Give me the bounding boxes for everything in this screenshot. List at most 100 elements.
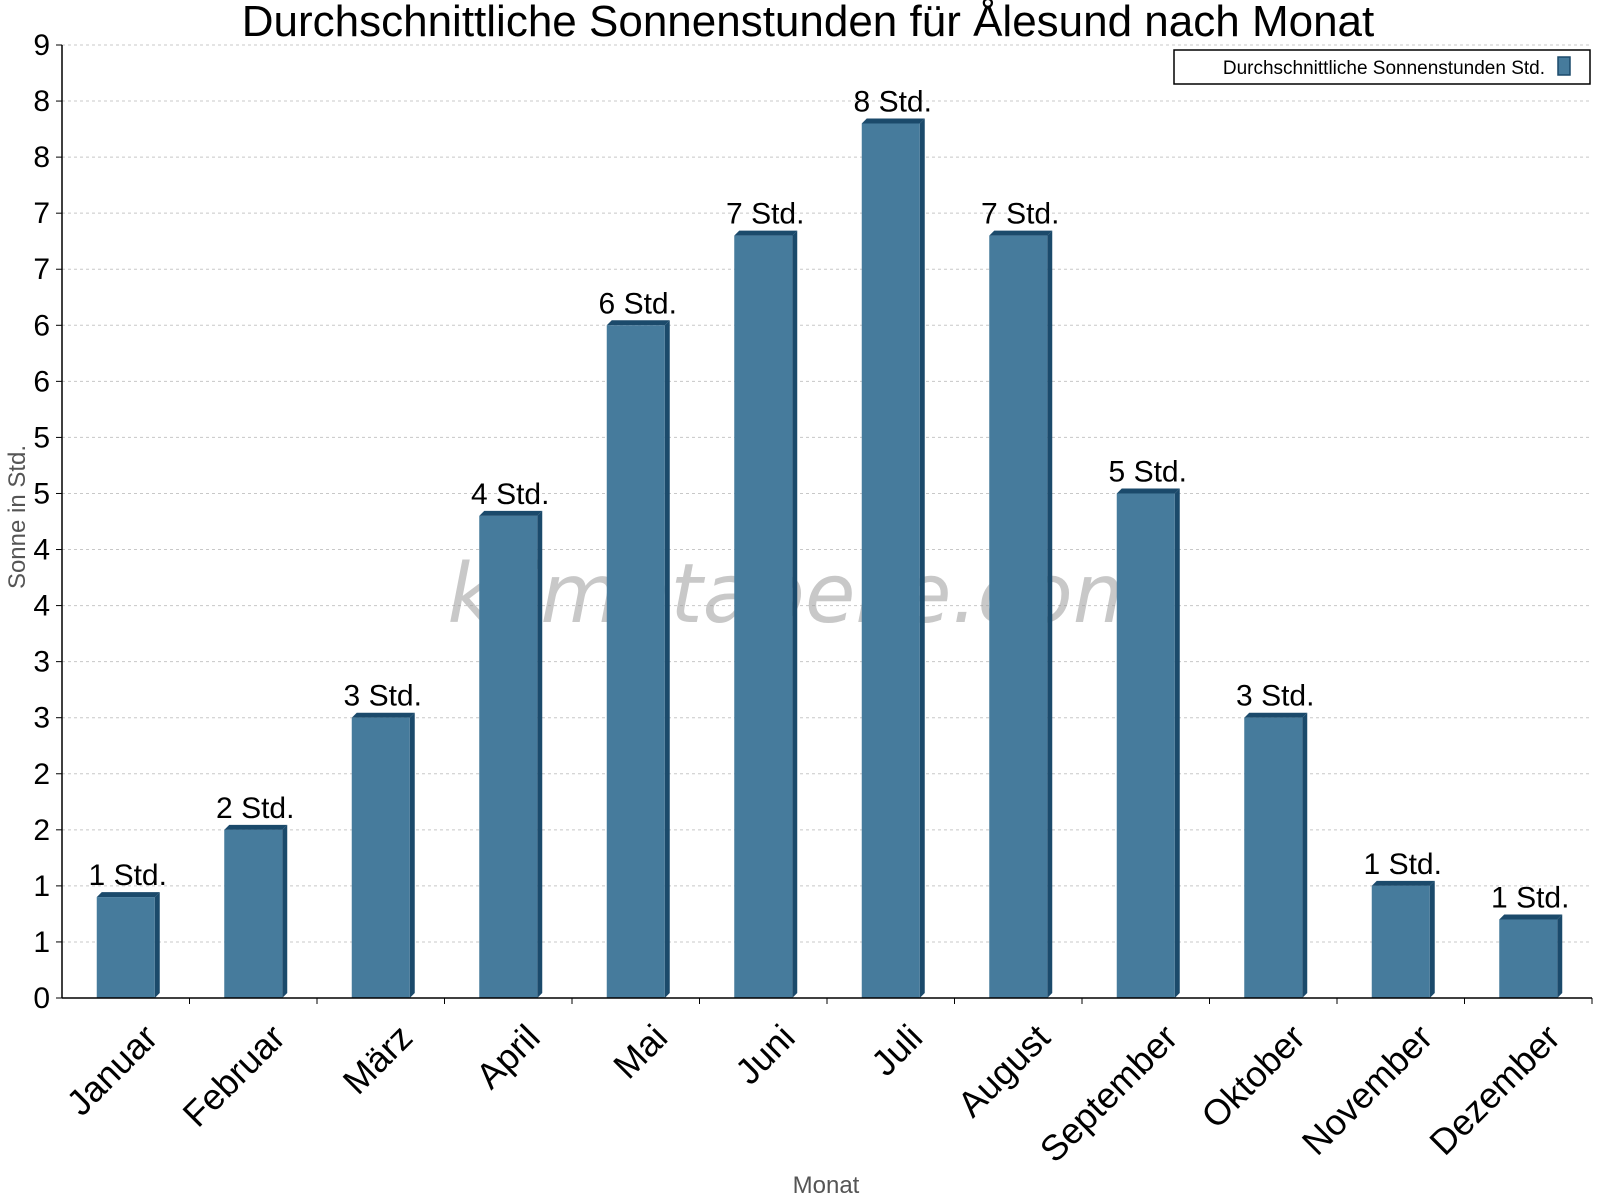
legend: Durchschnittliche Sonnenstunden Std. bbox=[1173, 49, 1591, 85]
y-tick-label: 6 bbox=[33, 365, 50, 398]
bar-side bbox=[409, 712, 415, 998]
y-tick-label: 6 bbox=[33, 309, 50, 342]
x-tick-label: August bbox=[949, 1016, 1057, 1124]
y-tick-label: 8 bbox=[33, 141, 50, 174]
x-axis-title: Monat bbox=[793, 1172, 860, 1199]
bar-side bbox=[537, 510, 543, 998]
bar-top bbox=[1244, 712, 1308, 718]
bar-side bbox=[919, 118, 925, 998]
bar-april bbox=[479, 510, 543, 998]
data-label: 1 Std. bbox=[1364, 848, 1442, 881]
bar bbox=[1371, 885, 1430, 998]
y-tick-label: 1 bbox=[33, 926, 50, 959]
bar bbox=[351, 717, 410, 998]
bar-top bbox=[224, 824, 288, 830]
bar-side bbox=[154, 892, 160, 998]
bar-top bbox=[1499, 914, 1563, 920]
y-tick-label: 1 bbox=[33, 870, 50, 903]
bar-august bbox=[989, 230, 1053, 999]
bar-top bbox=[1116, 488, 1180, 494]
bar bbox=[1244, 717, 1303, 998]
bar bbox=[96, 897, 155, 998]
y-tick-label: 3 bbox=[33, 702, 50, 735]
bar-november bbox=[1371, 880, 1435, 998]
bar-top bbox=[96, 892, 160, 898]
bar bbox=[479, 515, 538, 998]
bar bbox=[1499, 919, 1558, 998]
bar-oktober bbox=[1244, 712, 1308, 998]
chart-title: Durchschnittliche Sonnenstunden für Åles… bbox=[242, 0, 1374, 46]
bar-dezember bbox=[1499, 914, 1563, 998]
data-label: 4 Std. bbox=[471, 478, 549, 511]
bar-side bbox=[792, 230, 798, 999]
bar bbox=[861, 123, 920, 998]
y-tick-label: 2 bbox=[33, 814, 50, 847]
y-tick-label: 0 bbox=[33, 982, 50, 1015]
bar-top bbox=[351, 712, 415, 718]
x-tick-label: Juni bbox=[727, 1016, 803, 1092]
x-tick-labels: Januar Februar März April Mai Juni Juli AugustS… bbox=[58, 1016, 1567, 1170]
x-tick-label: Dezember bbox=[1421, 1016, 1567, 1162]
x-tick-label: Mai bbox=[605, 1016, 675, 1086]
y-tick-labels: 0 1 1 2 2 3 3 4 4 5 5 6 6 7 7 8 8 9 bbox=[33, 29, 50, 1015]
bar-top bbox=[479, 510, 543, 516]
bar-juni bbox=[734, 230, 798, 999]
bars bbox=[96, 118, 1563, 999]
data-label: 5 Std. bbox=[1109, 455, 1187, 488]
legend-swatch bbox=[1557, 56, 1571, 76]
x-tick-label: Februar bbox=[175, 1016, 293, 1134]
bar-januar bbox=[96, 892, 160, 998]
data-label: 8 Std. bbox=[854, 85, 932, 118]
y-tick-label: 7 bbox=[33, 197, 50, 230]
bar-side bbox=[1302, 712, 1308, 998]
data-label: 6 Std. bbox=[599, 287, 677, 320]
y-tick-label: 7 bbox=[33, 253, 50, 286]
y-tick-label: 9 bbox=[33, 29, 50, 62]
x-tick-label: November bbox=[1294, 1016, 1440, 1162]
bar-mai bbox=[606, 320, 670, 998]
data-label: 2 Std. bbox=[216, 792, 294, 825]
bar-side bbox=[282, 824, 288, 998]
x-tick-label: Januar bbox=[58, 1016, 165, 1123]
bar bbox=[1116, 493, 1175, 998]
x-tick-label: September bbox=[1032, 1016, 1186, 1170]
bar-mrz bbox=[351, 712, 415, 998]
bar bbox=[734, 235, 793, 999]
data-label: 3 Std. bbox=[344, 680, 422, 713]
y-tick-label: 5 bbox=[33, 421, 50, 454]
data-label: 3 Std. bbox=[1236, 680, 1314, 713]
bar-side bbox=[1557, 914, 1563, 998]
bar-top bbox=[734, 230, 798, 236]
bar-side bbox=[1429, 880, 1435, 998]
y-tick-label: 4 bbox=[33, 590, 50, 623]
y-tick-label: 8 bbox=[33, 85, 50, 118]
bar-side bbox=[1047, 230, 1053, 999]
data-label: 1 Std. bbox=[89, 859, 167, 892]
y-tick-label: 4 bbox=[33, 534, 50, 567]
legend-box bbox=[1173, 49, 1591, 85]
bar-side bbox=[664, 320, 670, 998]
y-tick-label: 3 bbox=[33, 646, 50, 679]
bar-top bbox=[989, 230, 1053, 236]
data-label: 7 Std. bbox=[726, 198, 804, 231]
y-axis-title: Sonne in Std. bbox=[4, 445, 31, 589]
axes bbox=[56, 44, 1593, 1004]
legend-label: Durchschnittliche Sonnenstunden Std. bbox=[1223, 58, 1545, 79]
bar bbox=[224, 829, 283, 998]
bar bbox=[989, 235, 1048, 999]
bar-september bbox=[1116, 488, 1180, 998]
bar bbox=[606, 325, 665, 998]
x-tick-label: März bbox=[335, 1016, 421, 1102]
data-label: 7 Std. bbox=[981, 198, 1059, 231]
bar-juli bbox=[861, 118, 925, 998]
x-tick-label: Oktober bbox=[1193, 1016, 1313, 1136]
grid-lines bbox=[62, 44, 1592, 943]
data-labels: 1 Std. 2 Std. 3 Std. 4 Std. 6 Std. 7 Std. 8 St… bbox=[89, 85, 1570, 914]
y-tick-label: 2 bbox=[33, 758, 50, 791]
bar-top bbox=[606, 320, 670, 326]
bar-top bbox=[861, 118, 925, 124]
x-tick-label: April bbox=[468, 1016, 548, 1096]
bar-top bbox=[1371, 880, 1435, 886]
bar-februar bbox=[224, 824, 288, 998]
